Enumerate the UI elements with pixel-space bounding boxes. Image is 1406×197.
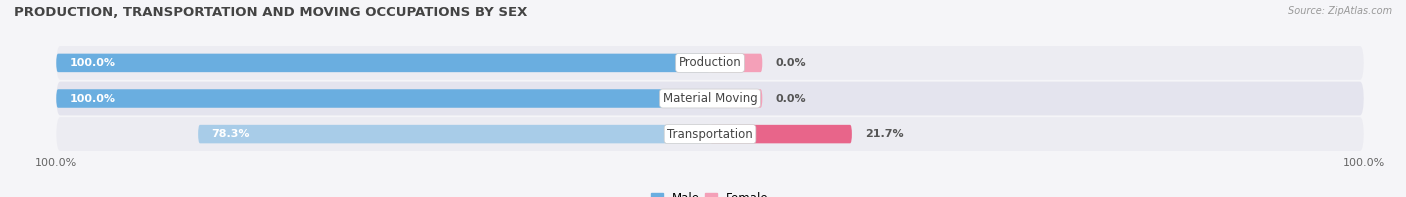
FancyBboxPatch shape: [56, 46, 1364, 80]
FancyBboxPatch shape: [710, 54, 762, 72]
FancyBboxPatch shape: [56, 117, 1364, 151]
Text: 0.0%: 0.0%: [776, 94, 806, 103]
FancyBboxPatch shape: [56, 82, 1364, 115]
Text: 100.0%: 100.0%: [69, 94, 115, 103]
Text: Production: Production: [679, 56, 741, 69]
Text: PRODUCTION, TRANSPORTATION AND MOVING OCCUPATIONS BY SEX: PRODUCTION, TRANSPORTATION AND MOVING OC…: [14, 6, 527, 19]
FancyBboxPatch shape: [56, 54, 710, 72]
Legend: Male, Female: Male, Female: [651, 192, 769, 197]
Text: 100.0%: 100.0%: [69, 58, 115, 68]
Text: 78.3%: 78.3%: [211, 129, 250, 139]
Text: Material Moving: Material Moving: [662, 92, 758, 105]
Text: 0.0%: 0.0%: [776, 58, 806, 68]
Text: Source: ZipAtlas.com: Source: ZipAtlas.com: [1288, 6, 1392, 16]
FancyBboxPatch shape: [198, 125, 710, 143]
FancyBboxPatch shape: [56, 89, 710, 108]
FancyBboxPatch shape: [710, 89, 762, 108]
Text: 21.7%: 21.7%: [865, 129, 904, 139]
Text: Transportation: Transportation: [668, 128, 752, 141]
FancyBboxPatch shape: [710, 125, 852, 143]
